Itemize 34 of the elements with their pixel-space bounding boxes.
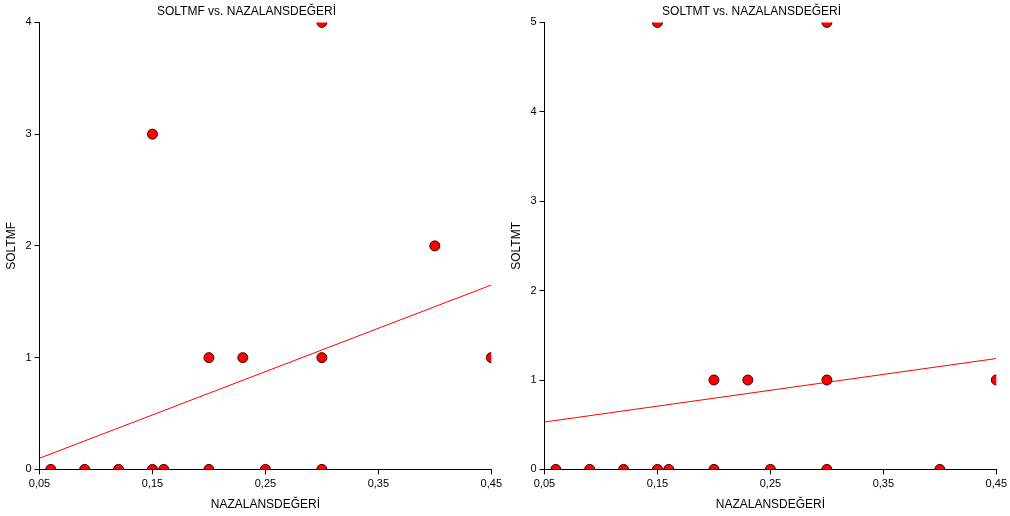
y-tick-label: 3 <box>530 194 537 207</box>
y-tick-label: 0 <box>530 462 537 475</box>
point <box>429 240 441 252</box>
y-tick-label: 4 <box>25 15 32 28</box>
y-tick-label: 2 <box>25 238 32 251</box>
y-axis-title: SOLTMT <box>508 221 523 270</box>
x-axis-title: NAZALANSDEĞERİ <box>210 496 321 512</box>
point <box>203 352 215 364</box>
x-tick-label: 0,15 <box>141 477 164 490</box>
chart-title: SOLTMF vs. NAZALANSDEĞERİ <box>156 2 337 18</box>
y-tick-label: 1 <box>530 373 537 386</box>
point <box>708 374 720 386</box>
point <box>316 352 328 364</box>
x-tick-label: 0,35 <box>367 477 390 490</box>
y-tick-label: 2 <box>530 283 537 296</box>
x-tick-label: 0,35 <box>872 477 895 490</box>
y-tick-label: 4 <box>530 104 537 117</box>
x-tick-label: 0,15 <box>646 477 669 490</box>
x-axis-title: NAZALANSDEĞERİ <box>715 496 826 512</box>
x-tick-label: 0,25 <box>759 477 782 490</box>
x-tick-label: 0,45 <box>480 477 503 490</box>
y-tick-label: 3 <box>25 127 32 140</box>
y-axis-title: SOLTMF <box>3 222 18 270</box>
y-tick-label: 1 <box>25 350 32 363</box>
x-tick-label: 0,45 <box>985 477 1008 490</box>
x-tick-label: 0,05 <box>533 477 556 490</box>
x-tick-label: 0,25 <box>254 477 277 490</box>
point <box>237 352 249 364</box>
y-tick-label: 5 <box>530 15 537 28</box>
chart-title: SOLTMT vs. NAZALANSDEĞERİ <box>662 2 841 18</box>
y-tick-label: 0 <box>25 462 32 475</box>
point <box>742 374 754 386</box>
point <box>146 128 158 140</box>
x-tick-label: 0,05 <box>28 477 51 490</box>
